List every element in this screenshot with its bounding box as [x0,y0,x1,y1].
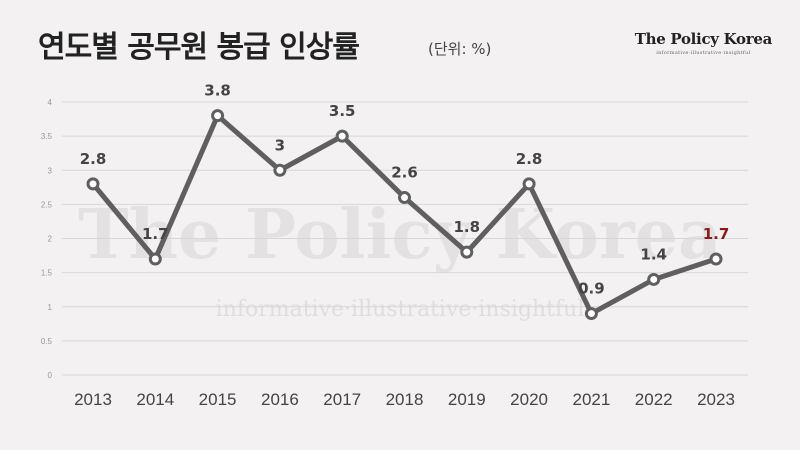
watermark-text: The Policy Korea [78,195,722,275]
data-point [335,129,349,143]
y-tick-label: 0.5 [41,337,53,346]
y-tick-label: 1 [48,303,53,312]
y-tick-label: 2.5 [41,200,53,209]
x-tick-label: 2014 [136,390,174,409]
y-tick-label: 0 [48,371,53,380]
data-label: 2.6 [391,164,418,182]
y-tick-label: 2 [48,235,53,244]
y-tick-label: 4 [48,98,53,107]
data-point [584,307,598,321]
x-tick-label: 2018 [386,390,424,409]
data-point [273,163,287,177]
x-tick-label: 2017 [323,390,361,409]
data-label: 2.8 [80,150,107,168]
data-label: 1.7 [703,225,730,243]
data-label: 0.9 [578,280,605,298]
data-label: 1.8 [454,218,481,236]
chart-title: 연도별 공무원 봉급 인상률 [38,30,360,65]
data-label: 1.4 [640,245,667,263]
x-tick-label: 2013 [74,390,112,409]
y-tick-label: 3.5 [41,132,53,141]
x-tick-label: 2020 [510,390,548,409]
y-tick-label: 3 [48,166,53,175]
data-label: 3.5 [329,102,356,120]
brand-tagline: informative·illustrative·insightful [656,50,751,56]
data-point [86,177,100,191]
x-tick-label: 2016 [261,390,299,409]
data-label: 1.7 [142,225,169,243]
x-tick-label: 2021 [572,390,610,409]
data-point [211,109,225,123]
data-point [398,191,411,205]
data-label: 3.8 [204,82,231,100]
x-tick-label: 2015 [199,390,237,409]
data-point [522,177,536,191]
brand-logo: The Policy Korea informative·illustrativ… [634,30,773,56]
data-point [647,272,661,286]
brand-name: The Policy Korea [634,30,773,48]
x-tick-label: 2019 [448,390,486,409]
data-label: 3 [275,136,285,154]
data-point [460,245,474,259]
unit-label: (단위: %) [428,40,492,58]
data-point [709,252,723,266]
y-tick-label: 1.5 [41,269,53,278]
x-tick-label: 2022 [635,390,673,409]
data-point [148,252,162,266]
data-label: 2.8 [516,150,543,168]
watermark-subtext: informative·illustrative·insightful [216,297,585,322]
x-tick-label: 2023 [697,390,735,409]
